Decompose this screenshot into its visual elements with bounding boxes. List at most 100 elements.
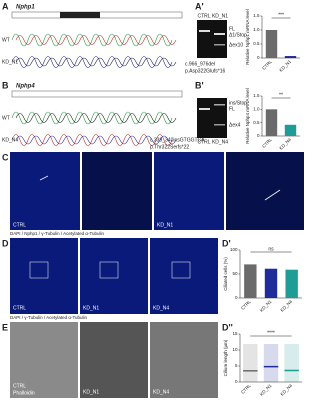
y-tick-label: 0 (257, 55, 260, 60)
gel-band (214, 104, 225, 106)
y-tick-label: 100 (230, 247, 238, 252)
y-axis-label: Relative Nphp1 mRNA level (245, 9, 250, 65)
x-tick-label: CTRL (261, 59, 273, 71)
micrograph (10, 152, 80, 230)
x-tick-label: CTRL (261, 137, 273, 149)
image-label: KD_N1 (83, 389, 99, 395)
y-tick-label: 0 (235, 379, 238, 384)
genotype: KD_N1 (2, 59, 18, 65)
cilium (264, 189, 281, 201)
panel-label: D (2, 238, 9, 248)
band-label: Δ1/Stop (229, 32, 247, 38)
y-tick-label: 1.0 (253, 107, 260, 112)
protein-change: p.Thr322Serfs*22 (150, 144, 189, 150)
significance: ns (268, 246, 274, 252)
inset-box (29, 261, 49, 279)
band-label: ins/Stop (229, 100, 247, 106)
panel-label: C (2, 152, 9, 162)
band-label: FL (229, 106, 235, 112)
micrograph (80, 322, 148, 398)
strip (243, 344, 258, 382)
genotype: WT (2, 37, 10, 43)
significance: **** (267, 330, 275, 336)
image-label: CTRL (13, 222, 26, 228)
strip (284, 344, 299, 382)
image-label: CTRL (13, 305, 26, 311)
panel-c: C CTRL KD_N1 (2, 152, 304, 230)
image-label: KD_N4 (153, 305, 169, 311)
chromatogram (15, 57, 177, 67)
y-axis-label: Cilium length (μm) (223, 339, 228, 376)
y-tick-label: 0 (257, 133, 260, 138)
gel-band (214, 44, 225, 46)
y-tick-label: 0 (235, 295, 238, 300)
lane-label: KD_N1 (212, 13, 228, 19)
y-tick-label: 1.5 (253, 13, 260, 18)
micrograph (80, 238, 148, 314)
chromatogram (15, 135, 177, 145)
stain-label: Phalloidin (13, 390, 35, 396)
significance: ** (279, 92, 283, 98)
x-tick-label: KD_N4 (279, 299, 293, 313)
genotype: WT (2, 115, 10, 121)
micrograph (150, 238, 218, 314)
y-tick-label: 1.0 (253, 27, 260, 32)
band-label: Δex10 (229, 42, 243, 48)
x-tick-label: KD_N4 (279, 383, 293, 397)
gene-name: Nphp1 (16, 5, 35, 11)
bar (265, 109, 278, 136)
significance: *** (278, 12, 284, 18)
gene-name: Nphp4 (16, 84, 35, 90)
strip (263, 344, 279, 382)
chromatogram (15, 113, 177, 123)
lane-label: CTRL (197, 139, 210, 145)
micrograph (10, 322, 78, 398)
gel-band (199, 30, 210, 32)
x-tick-label: KD_N1 (259, 383, 273, 397)
exon (60, 12, 100, 18)
bar (284, 56, 297, 58)
mutation: c.966_976del (185, 61, 215, 67)
figure: A Nphp1 WT KD_N1 c.966_976del p.Asp322Gl… (2, 1, 304, 398)
x-tick-label: KD_N1 (259, 299, 273, 313)
y-axis-label: Relative Nphp4 mRNA level (245, 88, 250, 144)
y-tick-label: 0.5 (253, 41, 260, 46)
y-tick-label: 5 (235, 363, 238, 368)
image-label: CTRL (13, 383, 26, 389)
panel-label: E (2, 322, 8, 332)
image-label: KD_N4 (153, 389, 169, 395)
chromatogram (11, 56, 173, 68)
cilium (39, 175, 49, 181)
inset-box (99, 261, 119, 279)
y-tick-label: 1.5 (253, 93, 260, 98)
micrograph (150, 322, 218, 398)
chromatogram (15, 35, 177, 45)
inset-box (171, 261, 191, 279)
bar (284, 124, 297, 136)
y-tick-label: 50 (232, 271, 238, 276)
panel-d: D CTRL KD_N1 KD_N4 (2, 238, 218, 314)
image-label: KD_N1 (83, 305, 99, 311)
y-axis-label: Ciliated cells (%) (223, 257, 228, 291)
x-tick-label: CTRL (240, 299, 252, 311)
micrograph (82, 152, 152, 230)
x-tick-label: KD_N4 (278, 137, 292, 151)
genotype: KD_N4 (2, 137, 18, 143)
bar (285, 269, 298, 298)
chromatogram (11, 33, 173, 47)
y-tick-label: 10 (232, 347, 238, 352)
y-tick-label: 0.5 (253, 120, 260, 125)
chromatogram (11, 134, 173, 146)
micrograph (10, 238, 78, 314)
mutation: c.339_340insGTGGTCA (150, 137, 205, 143)
stain-legend: DAPI / Nphp1 / γ-Tubulin / Acetylated α-… (10, 231, 105, 236)
panel-label: D'' (222, 322, 233, 332)
x-tick-label: KD_N1 (278, 59, 292, 73)
micrograph (154, 152, 224, 230)
gel-band (214, 33, 225, 35)
y-tick-label: 15 (232, 331, 238, 336)
gene-model (11, 90, 183, 98)
panel-label: D' (222, 238, 231, 248)
panel-label: B (2, 80, 9, 90)
panel-label: A' (195, 1, 204, 11)
